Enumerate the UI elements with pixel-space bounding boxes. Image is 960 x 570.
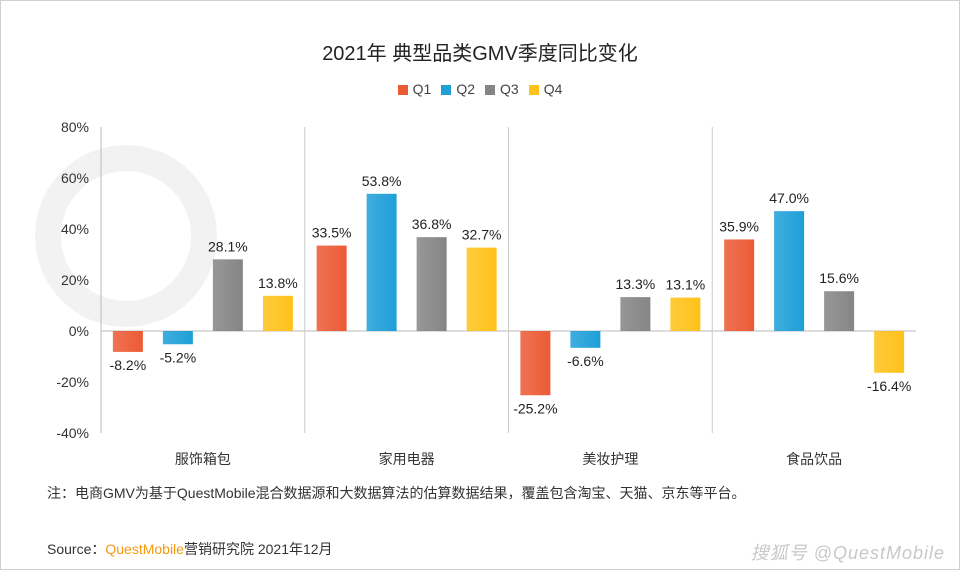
watermark: 搜狐号 @QuestMobile [750,543,945,563]
data-label: -16.4% [867,378,911,394]
y-tick-label: 60% [61,170,89,186]
source-rest: 营销研究院 2021年12月 [183,541,333,557]
chart-title: 2021年 典型品类GMV季度同比变化 [322,43,638,65]
data-label: 28.1% [208,238,248,254]
bar-q1 [724,239,755,331]
data-label: 32.7% [462,227,502,243]
legend-label: Q1 [412,81,432,97]
bar-q1 [520,331,551,396]
data-label: 36.8% [412,216,452,232]
data-label: 13.3% [616,276,656,292]
source-brand: QuestMobile [105,541,184,557]
bar-q2 [570,331,601,348]
legend-item-q2: Q2 [441,81,475,97]
plot-area: 80% 60% 40% 20% 0% -20% -40% 服饰箱包 家用电器 美妆护理 食品饮品 -8… [35,119,916,467]
data-label: 47.0% [769,190,809,206]
legend-label: Q2 [456,81,475,97]
category-label: 服饰箱包 [175,451,231,467]
data-label: 35.9% [719,218,759,234]
data-label: -6.6% [567,353,604,369]
legend: Q1 Q2 Q3 Q4 [1,81,959,97]
footnote: 注：电商GMV为基于QuestMobile混合数据源和大数据算法的估算数据结果，… [47,485,746,501]
bar-q4 [874,331,905,373]
legend-swatch [397,85,408,95]
y-tick-label: 0% [69,323,89,339]
legend-swatch [485,85,495,95]
legend-item-q1: Q1 [397,81,432,97]
y-tick-label: -40% [56,425,89,441]
bar-q3 [212,259,243,331]
y-tick-label: 80% [61,119,89,135]
data-label: 15.6% [819,270,859,286]
bar-q2 [162,331,193,345]
legend-swatch [528,85,539,95]
category-label: 家用电器 [379,451,435,467]
bar-q3 [416,237,447,331]
legend-swatch [441,85,452,95]
bar-q3 [620,297,651,331]
data-label: 33.5% [312,225,352,241]
category-label: 食品饮品 [786,451,842,467]
data-label: 13.1% [666,277,706,293]
bar-q4 [670,297,701,331]
watermark-logo [35,145,217,327]
y-tick-label: -20% [56,374,89,390]
data-label: -25.2% [513,400,557,416]
source-line: Source：QuestMobile营销研究院 2021年12月 [47,539,333,559]
bar-q3 [824,291,855,331]
bar-q4 [262,295,293,331]
source-label: Source： [47,541,106,557]
bar-q2 [774,211,805,331]
data-label: 53.8% [362,173,402,189]
legend-label: Q3 [500,81,519,97]
category-label: 美妆护理 [582,451,638,467]
legend-item-q3: Q3 [485,81,519,97]
bar-q1 [112,331,143,352]
legend-label: Q4 [543,81,563,97]
bar-q1 [316,245,347,331]
bar-q2 [366,193,397,331]
data-label: 13.8% [258,275,298,291]
legend-item-q4: Q4 [528,81,563,97]
data-label: -8.2% [110,357,147,373]
y-tick-label: 20% [61,272,89,288]
bar-q4 [466,247,497,331]
data-label: -5.2% [160,349,197,365]
y-tick-label: 40% [61,221,89,237]
